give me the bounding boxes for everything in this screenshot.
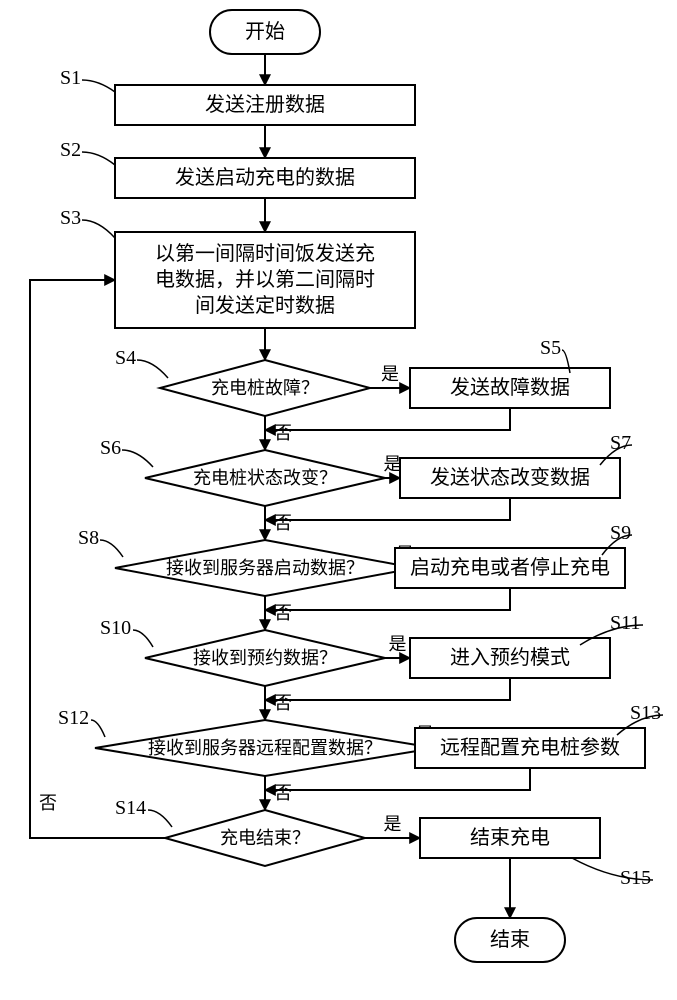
decision-text: 接收到服务器启动数据？	[166, 558, 364, 578]
step-label: S14	[115, 797, 146, 819]
process-text: 间发送定时数据	[195, 294, 335, 317]
edge-label: 是	[389, 634, 407, 654]
decision-text: 充电桩状态改变？	[193, 468, 337, 488]
process-text: 进入预约模式	[450, 646, 570, 669]
leader-line	[133, 630, 153, 647]
process-text: 发送启动充电的数据	[175, 166, 355, 189]
edge-label: 否	[274, 513, 292, 533]
process-text: 电数据，并以第二间隔时	[155, 268, 375, 291]
terminator-text: 结束	[490, 928, 530, 951]
decision-text: 接收到预约数据？	[193, 648, 337, 668]
step-label: S9	[610, 522, 631, 544]
leader-line	[91, 720, 105, 737]
step-label: S8	[78, 527, 99, 549]
edge-label: 否	[274, 603, 292, 623]
process-text: 以第一间隔时间饭发送充	[155, 242, 375, 265]
step-label: S2	[60, 139, 81, 161]
step-label: S1	[60, 67, 81, 89]
step-label: S6	[100, 437, 121, 459]
flow-edge	[265, 588, 510, 610]
flow-edge	[265, 408, 510, 430]
step-label: S10	[100, 617, 131, 639]
leader-line	[82, 152, 115, 165]
leader-line	[122, 450, 153, 467]
leader-line	[82, 220, 115, 238]
edge-label: 否	[39, 793, 57, 813]
process-text: 发送状态改变数据	[430, 466, 590, 489]
process-text: 启动充电或者停止充电	[410, 556, 610, 579]
step-label: S7	[610, 432, 631, 454]
step-label: S3	[60, 207, 81, 229]
step-label: S4	[115, 347, 136, 369]
step-label: S12	[58, 707, 89, 729]
flow-edge	[265, 498, 510, 520]
process-text: 发送注册数据	[205, 93, 325, 116]
terminator-text: 开始	[245, 20, 285, 43]
decision-text: 充电桩故障？	[211, 378, 319, 398]
process-text: 远程配置充电桩参数	[440, 736, 620, 759]
step-label: S11	[610, 612, 640, 634]
decision-text: 充电结束？	[220, 828, 310, 848]
edge-label: 是	[384, 814, 402, 834]
leader-line	[148, 810, 172, 827]
leader-line	[100, 540, 123, 557]
process-text: 结束充电	[470, 826, 550, 849]
edge-label: 否	[274, 783, 292, 803]
leader-line	[82, 80, 115, 92]
edge-label: 是	[384, 454, 402, 474]
edge-label: 否	[274, 423, 292, 443]
edge-label: 否	[274, 693, 292, 713]
flow-edge	[265, 768, 530, 790]
process-text: 发送故障数据	[450, 376, 570, 399]
leader-line	[137, 360, 168, 378]
flow-edge	[265, 678, 510, 700]
decision-text: 接收到服务器远程配置数据？	[148, 738, 382, 758]
step-label: S5	[540, 337, 561, 359]
step-label: S13	[630, 702, 661, 724]
edge-label: 是	[381, 364, 399, 384]
